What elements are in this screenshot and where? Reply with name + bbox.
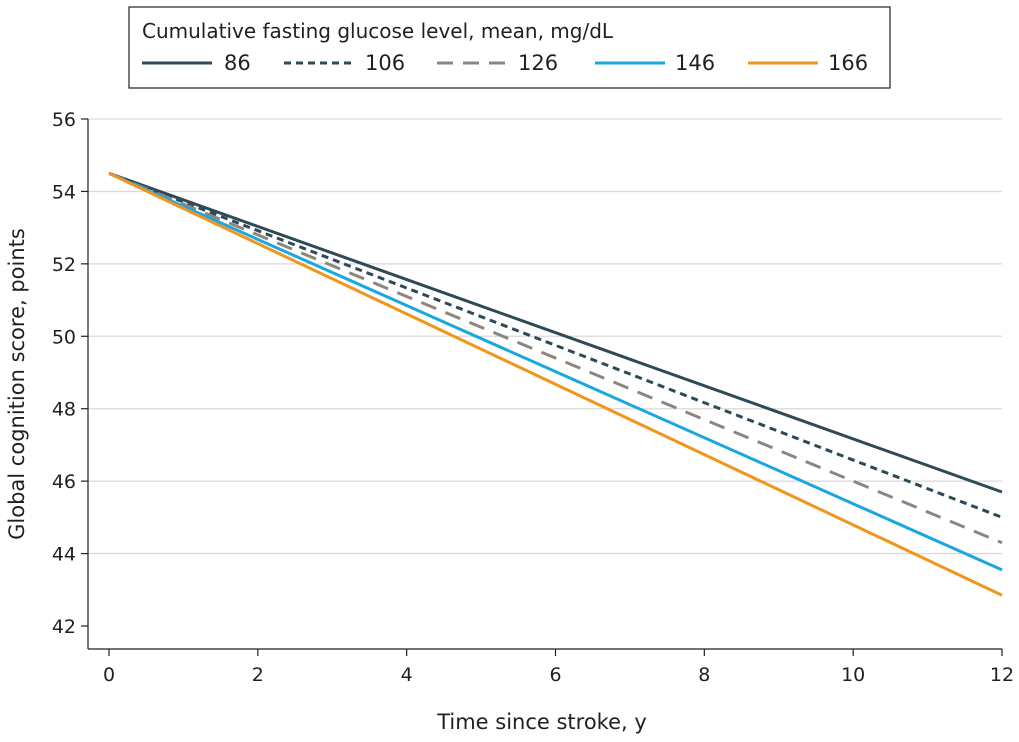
y-tick-label: 46 [52, 471, 76, 493]
y-tick-label: 52 [52, 254, 76, 276]
legend-items: 86 106 126 146 166 [142, 51, 868, 75]
legend: Cumulative fasting glucose level, mean, … [128, 6, 891, 89]
y-tick-label: 56 [52, 109, 76, 131]
y-tick-label: 48 [52, 399, 76, 421]
series-line-106 [108, 171, 1003, 519]
series-line-166 [108, 171, 1003, 597]
gridlines [88, 118, 1002, 555]
y-tick-label: 44 [52, 544, 76, 566]
x-tick-label: 6 [549, 664, 561, 686]
x-tick-label: 8 [698, 664, 710, 686]
legend-box [128, 6, 891, 89]
legend-label-166: 166 [828, 51, 868, 75]
x-tick-label: 0 [103, 664, 115, 686]
x-axis-label: Time since stroke, y [436, 710, 647, 734]
series-line-146 [108, 171, 1003, 572]
y-tick-label: 54 [52, 181, 76, 203]
legend-label-146: 146 [675, 51, 715, 75]
y-tick-label: 50 [52, 326, 76, 348]
legend-label-86: 86 [224, 51, 251, 75]
series-line-86 [108, 171, 1003, 494]
legend-label-106: 106 [365, 51, 405, 75]
legend-label-126: 126 [518, 51, 558, 75]
series-line-126 [108, 171, 1003, 545]
y-axis-label: Global cognition score, points [5, 228, 29, 540]
y-axis-ticks: 42 44 46 48 50 52 54 56 [52, 109, 88, 638]
x-tick-label: 12 [990, 664, 1014, 686]
axes [87, 119, 1002, 650]
x-tick-label: 10 [841, 664, 865, 686]
x-axis-ticks: 0 2 4 6 8 10 12 [103, 649, 1014, 686]
x-tick-label: 2 [252, 664, 264, 686]
series-lines [108, 171, 1003, 597]
legend-title: Cumulative fasting glucose level, mean, … [142, 19, 614, 43]
x-tick-label: 4 [401, 664, 413, 686]
y-tick-label: 42 [52, 616, 76, 638]
